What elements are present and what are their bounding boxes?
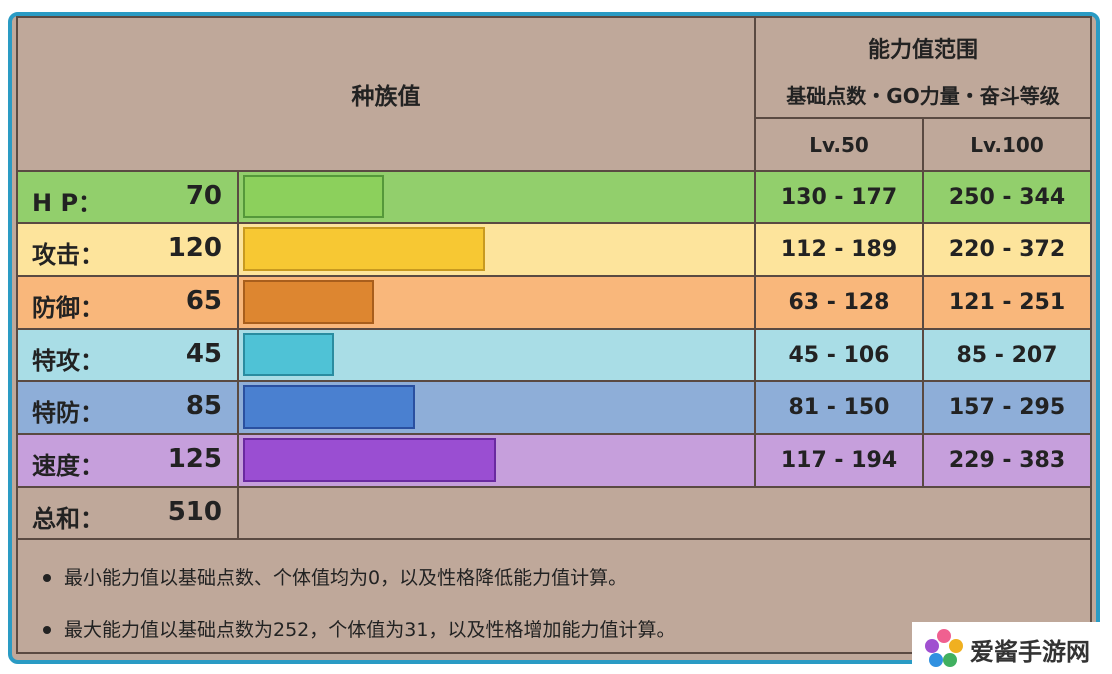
stat-bar: [243, 280, 375, 324]
note: 最小能力值以基础点数、个体值均为0，以及性格降低能力值计算。: [64, 567, 628, 589]
lv50-range: 45 - 106: [754, 328, 924, 382]
lv50-range: 130 - 177: [754, 170, 924, 224]
stat-label-cell: [16, 222, 239, 277]
stat-value: 65: [185, 286, 222, 316]
header-lv100: Lv.100: [922, 117, 1092, 172]
lv100-range: 121 - 251: [922, 275, 1092, 330]
total-value: 510: [167, 497, 222, 527]
header-range-cell: [754, 16, 1092, 119]
stat-label: 特攻：: [32, 347, 104, 375]
watermark-box: 爱酱手游网: [912, 622, 1112, 674]
stat-bar: [243, 227, 486, 271]
total-empty: [237, 486, 1092, 540]
lv50-range: 112 - 189: [754, 222, 924, 277]
stat-value: 125: [167, 444, 222, 474]
header-range: 能力值范围: [867, 38, 978, 63]
stat-value: 85: [185, 391, 222, 421]
watermark: 爱酱手游网: [970, 638, 1090, 666]
header-base-stats: 种族值: [16, 16, 756, 172]
stat-bar: [243, 333, 334, 376]
stat-label: H P：: [32, 189, 103, 217]
lv100-range: 229 - 383: [922, 433, 1092, 488]
lv100-range: 220 - 372: [922, 222, 1092, 277]
stat-label: 速度：: [32, 452, 104, 480]
lv50-range: 63 - 128: [754, 275, 924, 330]
lv100-range: 85 - 207: [922, 328, 1092, 382]
bullet: [43, 574, 51, 582]
lv50-range: 81 - 150: [754, 380, 924, 435]
stat-label: 攻击：: [32, 241, 104, 269]
stat-label-cell: [16, 433, 239, 488]
header-lv50: Lv.50: [754, 117, 924, 172]
stat-value: 70: [185, 181, 222, 211]
note: 最大能力值以基础点数为252，个体值为31，以及性格增加能力值计算。: [64, 619, 676, 641]
watermark-logo: [925, 629, 963, 667]
header-range-sub: 基础点数・GO力量・奋斗等级: [786, 84, 1060, 108]
stat-label: 防御：: [32, 294, 104, 322]
stat-value: 45: [185, 339, 222, 369]
stat-bar: [243, 175, 385, 218]
total-label: 总和：: [32, 505, 104, 533]
lv100-range: 157 - 295: [922, 380, 1092, 435]
stat-label-cell: [16, 275, 239, 330]
stat-label: 特防：: [32, 399, 104, 427]
stat-bar: [243, 385, 415, 429]
stat-value: 120: [167, 233, 222, 263]
lv100-range: 250 - 344: [922, 170, 1092, 224]
stat-bar: [243, 438, 496, 482]
stat-label-cell: [16, 328, 239, 382]
bullet: [43, 626, 51, 634]
stat-label-cell: [16, 170, 239, 224]
lv50-range: 117 - 194: [754, 433, 924, 488]
